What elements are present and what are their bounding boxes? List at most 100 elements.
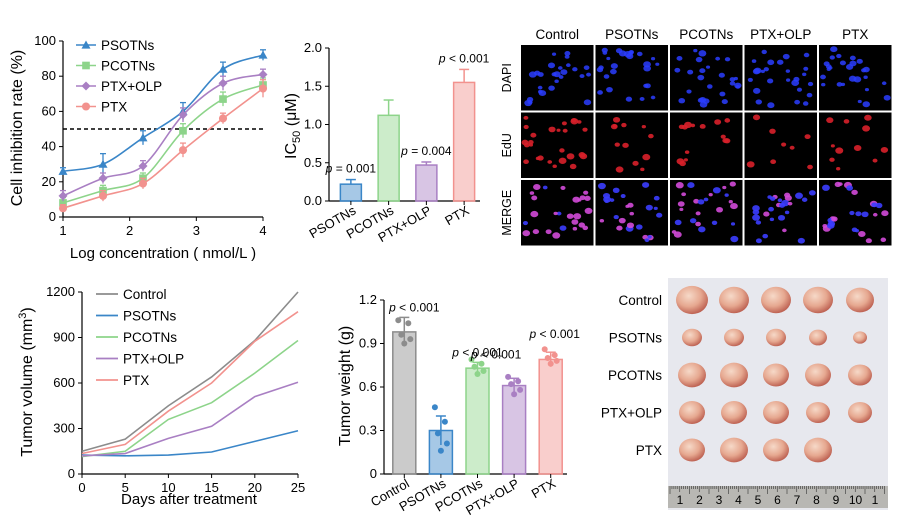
edu-spot: [547, 160, 553, 164]
edu-spot: [537, 155, 544, 161]
nucleus: [862, 66, 870, 73]
merged-nucleus: [609, 198, 615, 202]
data-point: [218, 78, 228, 88]
merged-nucleus: [846, 185, 854, 191]
merged-nucleus: [613, 214, 619, 220]
ic50-y-tick-label: 1.0: [304, 117, 322, 132]
merged-nucleus: [711, 220, 718, 225]
edu-spot: [862, 125, 871, 132]
ruler-number: 1: [677, 493, 684, 507]
microscopy-image: [595, 112, 668, 178]
edu-spot: [769, 128, 776, 134]
nucleus: [583, 99, 592, 106]
tumor: [678, 362, 706, 388]
data-point: [407, 336, 414, 343]
nucleus: [836, 82, 843, 87]
merged-nucleus: [584, 195, 591, 201]
ruler-number: 5: [755, 493, 762, 507]
merged-nucleus: [755, 238, 762, 244]
tumor: [804, 437, 832, 463]
merged-nucleus: [784, 210, 790, 215]
nucleus: [699, 68, 706, 74]
merged-nucleus: [777, 214, 786, 221]
merged-nucleus: [642, 182, 650, 188]
data-point: [480, 368, 487, 375]
edu-spot: [781, 142, 787, 147]
nucleus: [802, 72, 807, 77]
data-point: [431, 404, 438, 411]
tumor: [853, 331, 867, 344]
merged-nucleus: [653, 206, 658, 211]
merged-nucleus: [872, 212, 878, 217]
edu-spot: [835, 147, 844, 154]
tumor-volume-xlabel: Days after treatment: [121, 491, 258, 508]
merged-nucleus: [645, 204, 653, 211]
merged-nucleus: [693, 198, 700, 204]
nucleus: [606, 86, 613, 93]
nucleus: [678, 98, 686, 104]
nucleus: [527, 100, 533, 105]
merged-nucleus: [620, 194, 626, 199]
data-point: [138, 161, 148, 171]
merged-nucleus: [577, 198, 582, 202]
nucleus: [806, 92, 813, 98]
nucleus: [776, 59, 784, 65]
nucleus: [796, 87, 803, 92]
microscopy-image: [744, 45, 817, 111]
nucleus: [849, 60, 857, 67]
legend-label: PTX+OLP: [123, 352, 184, 367]
data-point: [179, 126, 187, 135]
data-point: [178, 110, 188, 120]
edu-spot: [699, 124, 706, 129]
inhibition-y-tick-label: 60: [42, 103, 56, 118]
merged-nucleus: [531, 195, 538, 201]
microscopy-image: [819, 112, 892, 178]
nucleus: [610, 68, 617, 75]
nucleus: [883, 94, 891, 101]
nucleus: [719, 91, 726, 97]
nucleus: [606, 56, 611, 61]
edu-spot: [562, 128, 568, 133]
merged-nucleus: [695, 221, 701, 227]
nucleus: [699, 101, 708, 108]
data-point: [219, 95, 227, 103]
nucleus: [821, 82, 826, 87]
volume-y-tick-label: 1200: [46, 284, 75, 299]
volume-y-tick-label: 300: [53, 421, 75, 436]
edu-spot: [614, 142, 620, 147]
nucleus: [537, 85, 543, 90]
edu-spot: [523, 115, 529, 120]
merged-nucleus: [858, 230, 866, 237]
merged-nucleus: [716, 206, 724, 213]
ic50-y-tick-label: 0.0: [304, 193, 322, 208]
merged-nucleus: [616, 225, 623, 231]
nucleus: [828, 66, 833, 70]
legend-label: PTX: [123, 373, 149, 388]
merged-nucleus: [552, 232, 561, 239]
merged-nucleus: [560, 185, 566, 190]
edu-spot: [530, 132, 537, 138]
nucleus: [807, 81, 814, 87]
nucleus: [554, 79, 559, 84]
merged-nucleus: [849, 210, 855, 216]
nucleus: [823, 61, 830, 67]
volume-x-tick-label: 5: [122, 480, 129, 495]
data-point: [468, 356, 475, 363]
merged-nucleus: [855, 211, 862, 217]
tumor: [761, 286, 791, 314]
inhibition-x-tick-label: 2: [126, 223, 133, 238]
merged-nucleus: [831, 216, 838, 222]
legend-label: Control: [123, 287, 167, 302]
data-point: [258, 50, 268, 59]
nucleus: [560, 69, 568, 75]
merged-nucleus: [861, 211, 869, 218]
tumor: [719, 286, 749, 314]
merged-nucleus: [695, 211, 701, 216]
nucleus: [864, 88, 869, 92]
legend-label: PSOTNs: [123, 309, 177, 324]
ruler-number: 1: [872, 493, 879, 507]
edu-spot: [528, 140, 534, 145]
nucleus: [572, 67, 578, 72]
nucleus: [767, 78, 774, 84]
